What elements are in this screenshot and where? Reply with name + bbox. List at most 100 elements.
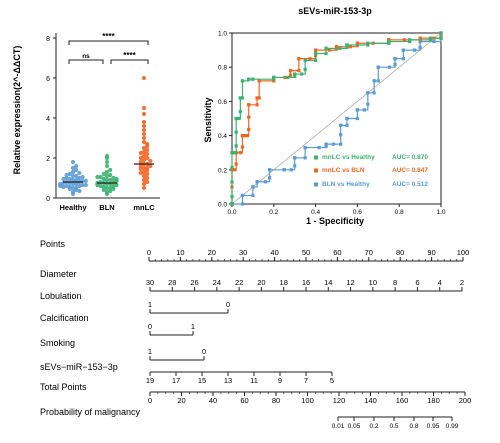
roc-x-tick-label: 0.0 <box>227 209 236 216</box>
nomogram-tick-label: 0.8 <box>409 423 418 430</box>
nomogram-tick-label: 100 <box>457 248 470 257</box>
dot-plot-point <box>98 174 103 180</box>
dot-plot-point <box>108 185 113 191</box>
roc-point <box>372 79 376 83</box>
nomogram-tick-label: 0.05 <box>348 423 361 430</box>
roc-point <box>234 162 238 166</box>
nomogram-tick-label: 0.99 <box>446 423 459 430</box>
roc-point <box>247 127 251 132</box>
roc-point <box>345 116 349 121</box>
nomogram-tick-label: 11 <box>250 376 258 385</box>
roc-point <box>232 151 236 155</box>
dot-plot-y-tick-label: 8 <box>46 36 50 43</box>
dot-plot-point <box>104 159 110 165</box>
nomogram-tick-label: 5 <box>330 376 334 385</box>
dot-plot-point <box>67 176 72 182</box>
dot-plot-point <box>74 185 79 191</box>
nomogram-tick-label: 16 <box>302 278 310 287</box>
roc-point <box>408 38 412 42</box>
roc-point <box>376 65 380 69</box>
roc-point <box>293 74 297 78</box>
nomogram-tick-label: 17 <box>172 376 180 385</box>
roc-point <box>355 41 359 45</box>
nomogram-tick-label: 26 <box>190 278 198 287</box>
dot-plot-point <box>145 147 150 153</box>
roc-point <box>308 57 312 61</box>
roc-point <box>230 151 234 155</box>
roc-point <box>366 102 370 106</box>
dot-plot-y-axis-label: Relative expression(2^-ΔΔCT) <box>12 46 22 175</box>
dot-plot-point <box>77 183 82 189</box>
nomogram-tick-label: 19 <box>146 376 154 385</box>
roc-point <box>272 75 276 80</box>
dot-plot-point <box>148 158 153 164</box>
nomogram-row-label: Calcification <box>40 313 89 323</box>
roc-point <box>387 65 392 69</box>
dot-plot-point <box>101 184 106 190</box>
roc-point <box>289 168 293 172</box>
roc-point <box>268 168 272 172</box>
dot-plot-point <box>108 167 113 173</box>
roc-point <box>428 38 433 42</box>
roc-point <box>314 58 318 62</box>
dot-plot-category-label: BLN <box>99 203 114 212</box>
nomogram-tick-label: 20 <box>208 248 216 257</box>
roc-point <box>345 45 349 49</box>
roc-title: sEVs-miR-153-3p <box>298 6 372 16</box>
nomogram-tick-label: 200 <box>459 396 472 405</box>
roc-point <box>372 91 376 95</box>
dot-plot-point <box>104 169 110 175</box>
roc-point <box>366 43 370 47</box>
dot-plot-point <box>114 182 119 188</box>
roc-reference-line <box>231 32 442 205</box>
roc-point <box>247 115 251 119</box>
roc-point <box>418 36 422 40</box>
roc-point <box>418 39 422 44</box>
nomogram-tick-label: 7 <box>304 376 308 385</box>
roc-point <box>282 168 286 172</box>
nomogram-tick-label: 6 <box>415 278 419 287</box>
dot-plot-point <box>70 177 76 183</box>
roc-point <box>247 103 251 107</box>
dot-plot-point <box>141 169 147 175</box>
dot-plot-point <box>70 191 76 197</box>
dot-plot-point <box>141 135 147 141</box>
dot-plot-point <box>145 165 150 171</box>
dot-plot-point <box>138 166 143 172</box>
roc-point <box>428 36 433 40</box>
nomogram-tick-label: 80 <box>272 396 280 405</box>
dot-plot-point <box>108 177 113 183</box>
roc-point <box>331 142 335 146</box>
dot-plot-point <box>104 163 110 169</box>
nomogram-tick-label: 30 <box>146 278 154 287</box>
roc-point <box>366 41 370 45</box>
roc-point <box>439 36 443 40</box>
roc-x-tick-label: 0.6 <box>353 209 362 216</box>
dot-plot-point <box>141 177 147 183</box>
roc-point <box>339 142 343 146</box>
dot-plot-point <box>141 123 147 129</box>
dot-plot-point <box>104 173 110 179</box>
nomogram-tick-label: 0.95 <box>427 423 440 430</box>
nomogram-tick-label: 30 <box>239 248 247 257</box>
roc-point <box>286 75 290 80</box>
nomogram-tick-label: 0.2 <box>369 423 378 430</box>
nomogram-tick-label: 2 <box>460 278 464 287</box>
roc-point <box>366 91 370 95</box>
nomogram-tick-label: 8 <box>393 278 397 287</box>
dot-plot-point <box>138 150 143 156</box>
dot-plot-y-tick-label: 4 <box>46 116 50 123</box>
roc-point <box>334 45 339 49</box>
nomogram-tick-label: 28 <box>168 278 176 287</box>
significance-bracket <box>110 59 149 64</box>
dot-plot-point <box>77 188 82 194</box>
roc-point <box>327 48 332 52</box>
dot-plot-point <box>145 141 150 147</box>
roc-point <box>288 73 293 77</box>
nomogram-row-label: Diameter <box>40 269 77 279</box>
dot-plot-point <box>77 170 82 176</box>
nomogram-tick-label: 20 <box>177 396 185 405</box>
nomogram-tick-label: 0 <box>148 396 152 405</box>
dot-plot-point <box>83 182 88 188</box>
nomogram-tick-label: 120 <box>333 396 346 405</box>
